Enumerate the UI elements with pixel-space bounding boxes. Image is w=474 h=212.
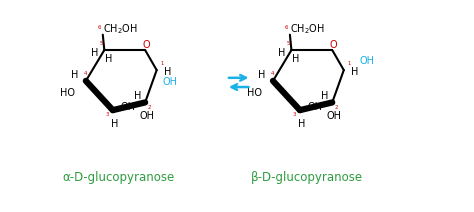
Text: H: H (134, 91, 141, 101)
Text: H: H (105, 54, 113, 64)
Text: H: H (278, 48, 285, 58)
Text: $^5$: $^5$ (99, 40, 104, 49)
Text: OH: OH (139, 111, 154, 121)
Text: OH: OH (308, 102, 323, 112)
Text: HO: HO (247, 88, 262, 98)
Text: O: O (142, 40, 150, 50)
Text: H: H (164, 67, 171, 77)
Text: H: H (321, 91, 328, 101)
Text: $^4$: $^4$ (83, 70, 89, 79)
Text: $^1$: $^1$ (347, 61, 353, 70)
Text: β-D-glucopyranose: β-D-glucopyranose (251, 171, 363, 184)
Text: $^4$: $^4$ (270, 70, 275, 79)
Text: $^3$: $^3$ (292, 112, 297, 121)
Text: $^2$: $^2$ (334, 104, 339, 113)
Text: H: H (72, 70, 79, 80)
Text: CH$_2$OH: CH$_2$OH (103, 22, 138, 36)
Text: OH: OH (359, 56, 374, 66)
Text: $^6$: $^6$ (97, 25, 102, 34)
Text: HO: HO (60, 88, 75, 98)
Text: O: O (329, 40, 337, 50)
Text: CH$_2$OH: CH$_2$OH (290, 22, 325, 36)
Text: H: H (110, 119, 118, 129)
Text: $^3$: $^3$ (105, 112, 110, 121)
Text: α-D-glucopyranose: α-D-glucopyranose (62, 171, 174, 184)
Text: OH: OH (326, 111, 341, 121)
Text: $^5$: $^5$ (286, 40, 291, 49)
Text: OH: OH (163, 77, 178, 87)
Text: $^6$: $^6$ (284, 25, 289, 34)
Text: $^1$: $^1$ (160, 61, 165, 70)
Text: H: H (258, 70, 266, 80)
Text: $^2$: $^2$ (147, 104, 152, 113)
Text: H: H (91, 48, 98, 58)
Text: H: H (351, 67, 358, 77)
Text: OH: OH (121, 102, 136, 112)
Text: H: H (292, 54, 300, 64)
Text: H: H (298, 119, 305, 129)
